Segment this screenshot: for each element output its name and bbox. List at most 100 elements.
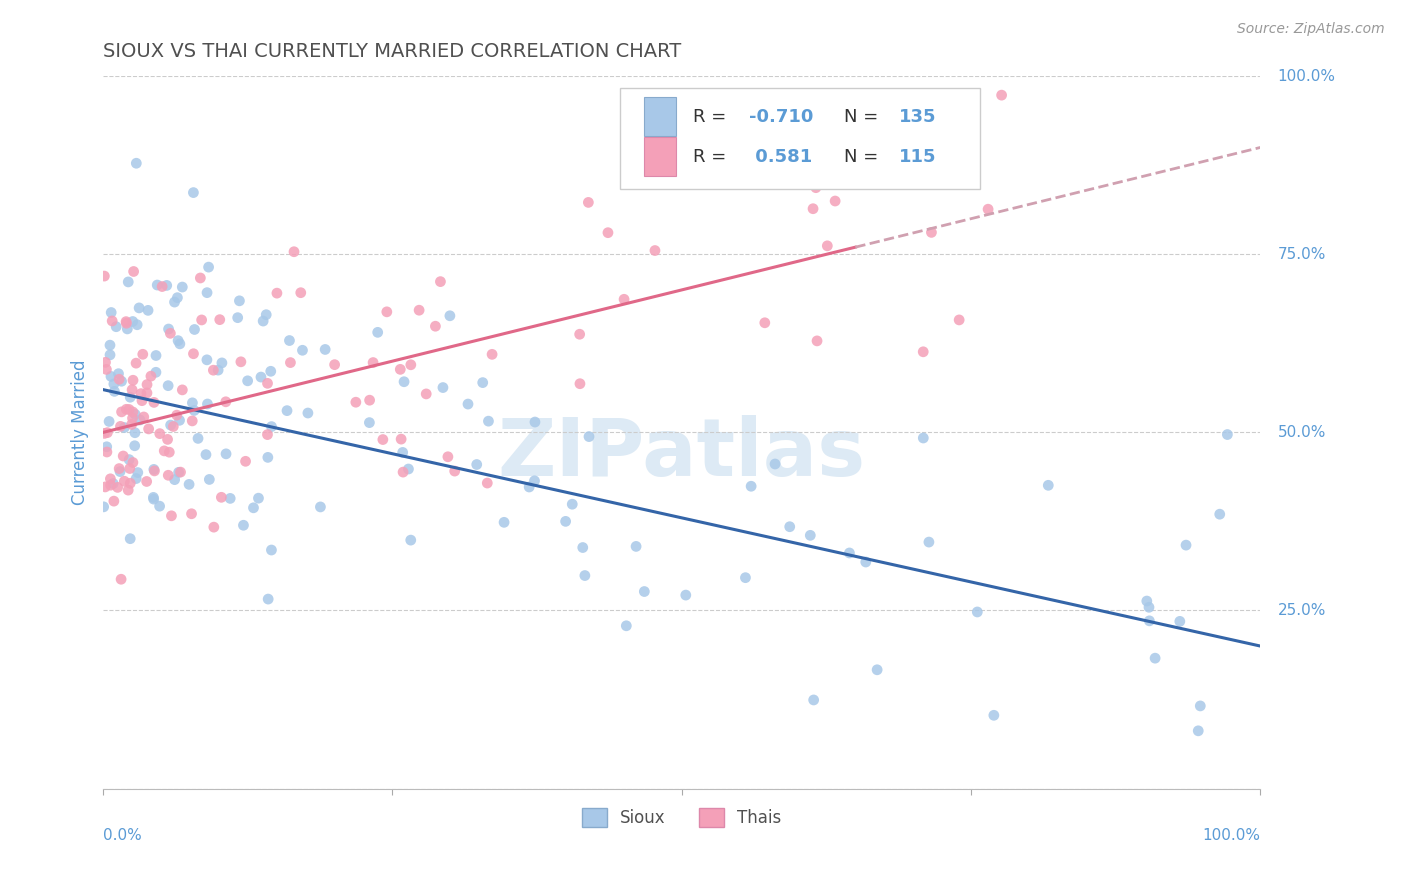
Point	[229, 355, 252, 369]
Point	[359, 393, 381, 408]
Point	[197, 260, 219, 274]
Text: 135: 135	[900, 108, 936, 126]
Point	[125, 471, 148, 485]
Text: -0.710: -0.710	[749, 108, 813, 126]
Point	[215, 394, 238, 409]
Point	[260, 364, 283, 378]
Point	[135, 475, 157, 489]
Point	[96, 362, 118, 376]
Point	[94, 355, 117, 369]
Point	[1209, 507, 1232, 521]
Point	[523, 415, 546, 429]
Point	[162, 419, 184, 434]
Text: 0.581: 0.581	[749, 148, 813, 166]
Point	[314, 343, 336, 357]
Point	[574, 568, 596, 582]
Point	[183, 322, 205, 336]
Point	[187, 431, 209, 445]
Point	[815, 239, 838, 253]
Point	[98, 338, 121, 352]
Point	[392, 465, 415, 479]
Point	[124, 439, 146, 453]
Point	[734, 571, 756, 585]
Point	[183, 347, 205, 361]
Point	[578, 429, 600, 443]
Point	[149, 426, 172, 441]
Point	[143, 395, 166, 409]
Point	[283, 244, 305, 259]
Point	[142, 462, 165, 476]
Point	[190, 313, 212, 327]
Point	[118, 461, 141, 475]
Point	[477, 414, 499, 428]
Point	[297, 406, 319, 420]
Point	[763, 457, 786, 471]
Point	[1189, 698, 1212, 713]
Point	[257, 450, 280, 465]
Point	[138, 422, 160, 436]
Point	[131, 393, 153, 408]
Point	[103, 384, 125, 399]
Point	[344, 395, 367, 409]
Point	[291, 343, 314, 358]
Point	[471, 376, 494, 390]
Point	[169, 413, 191, 427]
Point	[773, 160, 796, 174]
Point	[108, 465, 131, 479]
Point	[1168, 615, 1191, 629]
Point	[432, 380, 454, 394]
Point	[108, 372, 131, 386]
Point	[359, 416, 381, 430]
Point	[804, 180, 827, 194]
Point	[866, 663, 889, 677]
Point	[278, 334, 301, 348]
Point	[779, 519, 801, 533]
Point	[120, 532, 142, 546]
Point	[276, 403, 298, 417]
Point	[918, 535, 941, 549]
Point	[121, 411, 143, 425]
Point	[128, 301, 150, 315]
Text: 115: 115	[900, 148, 936, 166]
Point	[266, 286, 288, 301]
Point	[172, 383, 194, 397]
Point	[391, 445, 413, 459]
Text: ZIPatlas: ZIPatlas	[498, 415, 866, 492]
Point	[96, 440, 118, 454]
Point	[260, 419, 283, 434]
Point	[576, 195, 599, 210]
Point	[177, 477, 200, 491]
Point	[166, 291, 188, 305]
Point	[169, 465, 191, 479]
Point	[803, 693, 825, 707]
Point	[163, 295, 186, 310]
Point	[124, 425, 146, 440]
Point	[110, 419, 132, 434]
Point	[389, 432, 412, 446]
Point	[429, 275, 451, 289]
Point	[100, 369, 122, 384]
Text: R =: R =	[693, 148, 733, 166]
Text: N =: N =	[844, 148, 884, 166]
Text: Source: ZipAtlas.com: Source: ZipAtlas.com	[1237, 22, 1385, 37]
Point	[121, 417, 143, 432]
Point	[242, 500, 264, 515]
Point	[110, 405, 132, 419]
Point	[181, 414, 204, 428]
Point	[801, 202, 824, 216]
Point	[481, 347, 503, 361]
Point	[136, 386, 159, 401]
Point	[105, 319, 128, 334]
Point	[122, 373, 145, 387]
Point	[112, 474, 135, 488]
Point	[209, 491, 232, 505]
Point	[912, 344, 935, 359]
FancyBboxPatch shape	[620, 88, 980, 189]
Point	[202, 520, 225, 534]
Point	[136, 377, 159, 392]
Point	[118, 452, 141, 467]
Point	[195, 352, 218, 367]
Point	[166, 408, 188, 422]
Point	[207, 363, 229, 377]
Point	[250, 370, 273, 384]
